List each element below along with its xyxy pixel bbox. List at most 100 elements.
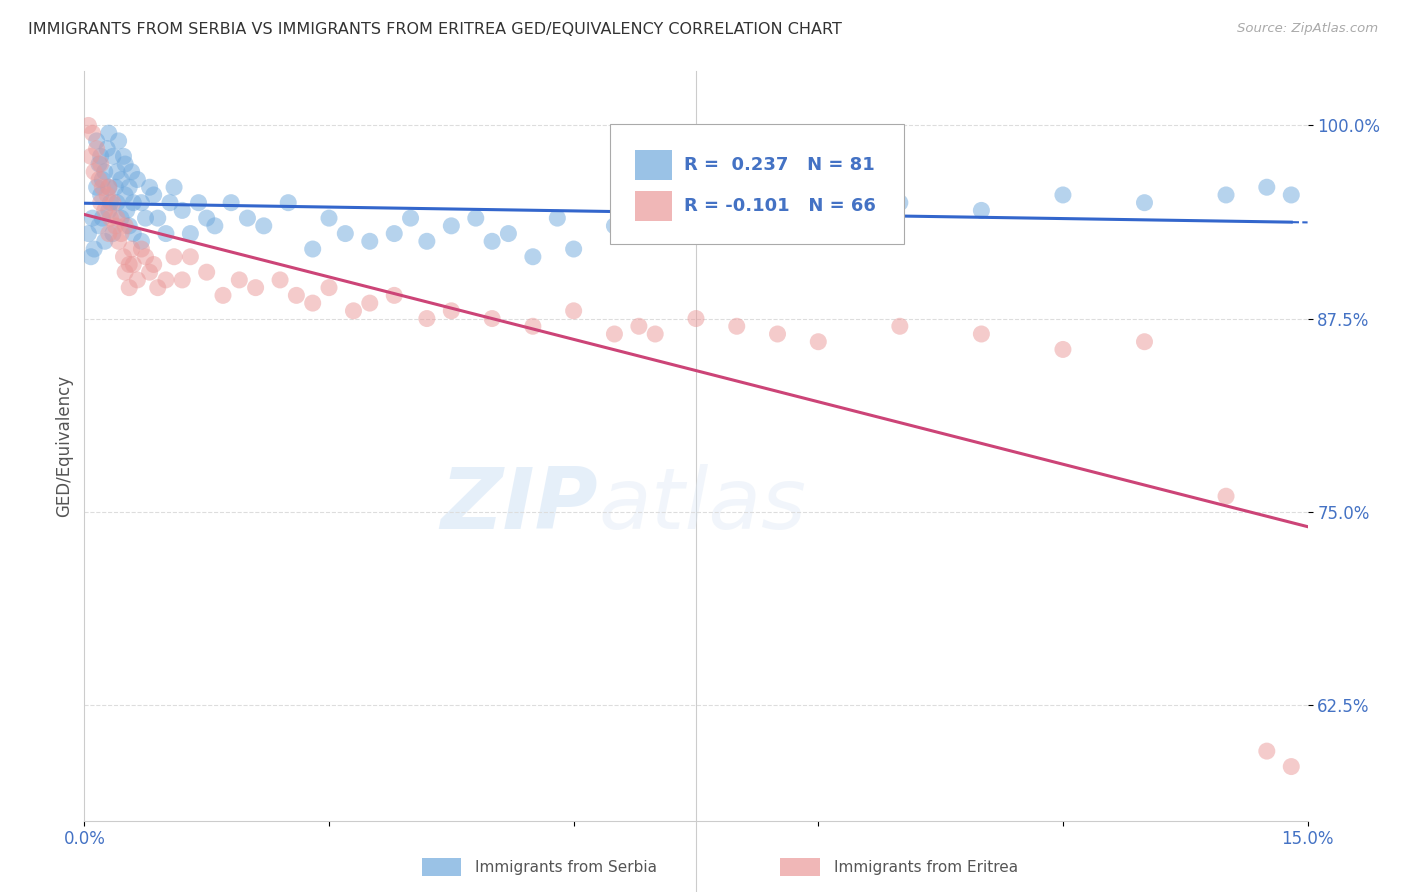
Point (155, 273, 177, 287)
Point (685, 227, 707, 241)
Point (131, 235, 153, 249)
Point (90, 195, 112, 210)
Point (114, 265, 136, 279)
Point (253, 219, 276, 233)
Point (118, 219, 141, 233)
Point (97, 126, 120, 140)
Point (114, 219, 136, 233)
Point (685, 311, 707, 326)
Point (1133, 334, 1156, 349)
Point (163, 180, 186, 194)
Point (172, 273, 194, 287)
Point (82, 211, 104, 226)
Point (187, 195, 209, 210)
Point (359, 296, 381, 310)
Point (522, 319, 544, 334)
Point (87, 219, 110, 233)
Point (318, 211, 340, 226)
Point (155, 227, 177, 241)
Point (1279, 188, 1302, 202)
Point (90, 157, 112, 171)
Point (87, 157, 110, 171)
Point (135, 211, 157, 226)
Point (107, 134, 129, 148)
Point (562, 303, 585, 318)
Point (644, 211, 666, 226)
Point (80, 250, 103, 264)
Point (122, 195, 145, 210)
Point (122, 257, 145, 271)
Point (335, 227, 357, 241)
Point (101, 227, 124, 241)
Point (1256, 180, 1278, 194)
Point (82, 126, 104, 140)
Point (159, 195, 181, 210)
Point (807, 334, 830, 349)
Point (382, 227, 405, 241)
Point (96, 142, 118, 156)
Point (179, 227, 201, 241)
Point (77, 227, 100, 241)
Point (112, 149, 135, 163)
Text: Source: ZipAtlas.com: Source: ZipAtlas.com (1237, 22, 1378, 36)
Point (138, 180, 160, 194)
Point (131, 195, 153, 210)
Point (301, 242, 323, 256)
Point (104, 219, 127, 233)
Point (87, 172, 110, 186)
Text: Immigrants from Serbia: Immigrants from Serbia (475, 860, 657, 874)
Point (1279, 759, 1302, 773)
Point (105, 211, 128, 226)
Point (562, 242, 585, 256)
Point (115, 203, 138, 218)
Point (603, 219, 626, 233)
Point (114, 188, 136, 202)
Point (1133, 195, 1156, 210)
Point (766, 326, 789, 341)
Text: R = -0.101   N = 66: R = -0.101 N = 66 (683, 197, 876, 215)
Point (91, 172, 114, 186)
Point (118, 280, 141, 294)
Point (970, 326, 993, 341)
Point (100, 211, 122, 226)
Point (285, 288, 308, 302)
Point (1052, 188, 1074, 202)
Point (101, 195, 124, 210)
Point (110, 227, 132, 241)
Point (1215, 489, 1237, 503)
Point (163, 250, 186, 264)
Point (725, 319, 748, 334)
Point (101, 149, 124, 163)
Text: ZIP: ZIP (440, 465, 598, 548)
Point (546, 211, 568, 226)
Point (100, 195, 122, 210)
Point (318, 280, 340, 294)
Point (889, 319, 911, 334)
Point (97, 180, 120, 194)
Point (93, 203, 115, 218)
Point (481, 311, 503, 326)
Text: IMMIGRANTS FROM SERBIA VS IMMIGRANTS FROM ERITREA GED/EQUIVALENCY CORRELATION CH: IMMIGRANTS FROM SERBIA VS IMMIGRANTS FRO… (28, 22, 842, 37)
Point (135, 250, 157, 264)
Point (603, 326, 626, 341)
Point (97, 227, 120, 241)
Point (93, 235, 115, 249)
Point (86, 180, 108, 194)
Point (179, 250, 201, 264)
Point (359, 235, 381, 249)
Point (142, 188, 165, 202)
Text: R =  0.237   N = 81: R = 0.237 N = 81 (683, 156, 875, 174)
Point (464, 211, 486, 226)
Point (195, 211, 218, 226)
Point (138, 265, 160, 279)
Point (96, 188, 118, 202)
Point (110, 172, 132, 186)
Point (498, 227, 520, 241)
Point (212, 288, 235, 302)
Point (91, 180, 114, 194)
Point (416, 235, 439, 249)
Point (1052, 343, 1074, 357)
Point (97, 203, 120, 218)
FancyBboxPatch shape (636, 150, 672, 180)
Point (77, 119, 100, 133)
